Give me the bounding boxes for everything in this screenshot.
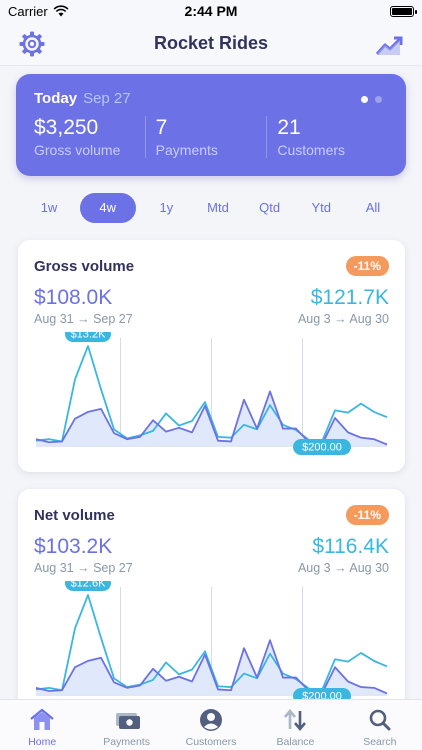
wifi-icon bbox=[53, 5, 69, 17]
stat-value: 21 bbox=[277, 116, 301, 139]
today-summary-card[interactable]: Today Sep 27 $3,250 Gross volume 7 Payme… bbox=[16, 74, 406, 176]
current-period-line bbox=[35, 390, 388, 446]
gear-icon[interactable] bbox=[18, 30, 46, 58]
current-period-line bbox=[35, 639, 388, 695]
previous-range: Aug 3 → Aug 30 bbox=[297, 561, 389, 575]
stat-value: 7 bbox=[155, 116, 168, 139]
max-value-label: $13.2K bbox=[71, 332, 107, 341]
status-bar: Carrier 2:44 PM bbox=[0, 0, 422, 22]
previous-range: Aug 3 → Aug 30 bbox=[297, 312, 389, 326]
stat-label: Customers bbox=[277, 142, 346, 158]
today-label: Today bbox=[34, 90, 78, 107]
current-range: Aug 31 → Sep 27 bbox=[34, 312, 133, 326]
max-value-pill bbox=[65, 332, 111, 342]
tab-payments[interactable]: Payments bbox=[84, 700, 168, 750]
min-value-label: $200.00 bbox=[302, 442, 342, 454]
tab-customers[interactable]: Customers bbox=[169, 700, 253, 750]
gross-volume-chart[interactable]: $13.2K $200.00 bbox=[32, 332, 391, 460]
navigation-bar: Rocket Rides bbox=[0, 22, 422, 66]
previous-period-line bbox=[35, 345, 388, 443]
stat-label: Gross volume bbox=[34, 142, 121, 158]
range-1w[interactable]: 1w bbox=[40, 200, 58, 215]
stat-customers: 21 Customers bbox=[266, 116, 388, 158]
summary-stats: $3,250 Gross volume 7 Payments 21 Custom… bbox=[34, 116, 388, 158]
change-badge: -11% bbox=[345, 256, 389, 276]
stat-label: Payments bbox=[155, 142, 218, 158]
balance-arrows-icon bbox=[284, 708, 307, 732]
summary-header: Today Sep 27 bbox=[34, 90, 388, 107]
previous-value: $121.7K bbox=[310, 286, 389, 309]
status-right bbox=[390, 5, 417, 17]
carrier-label: Carrier bbox=[8, 3, 48, 19]
stat-gross-volume: $3,250 Gross volume bbox=[34, 116, 145, 158]
tab-bar: Home Payments Customers Balance Search bbox=[0, 699, 422, 750]
today-date: Sep 27 bbox=[83, 90, 131, 107]
page-dot[interactable] bbox=[375, 96, 382, 103]
stat-payments: 7 Payments bbox=[144, 116, 267, 158]
customer-icon bbox=[200, 709, 223, 731]
tab-label: Home bbox=[28, 736, 57, 748]
range-1y[interactable]: 1y bbox=[159, 200, 174, 215]
min-value-pill bbox=[293, 439, 351, 455]
current-range: Aug 31 → Sep 27 bbox=[34, 561, 133, 575]
gross-volume-card[interactable]: Gross volume -11% $108.0K $121.7K Aug 31… bbox=[18, 240, 405, 472]
status-left: Carrier bbox=[8, 4, 69, 19]
previous-value: $116.4K bbox=[312, 535, 389, 558]
page-title: Rocket Rides bbox=[153, 33, 269, 53]
tab-search[interactable]: Search bbox=[338, 700, 422, 750]
tab-label: Customers bbox=[185, 736, 237, 748]
range-ytd[interactable]: Ytd bbox=[311, 200, 332, 215]
max-value-label: $12.6K bbox=[71, 581, 107, 590]
search-icon bbox=[369, 709, 391, 731]
tab-label: Search bbox=[363, 736, 397, 748]
previous-period-line bbox=[35, 594, 388, 692]
max-value-pill bbox=[65, 581, 111, 591]
page-indicator[interactable] bbox=[361, 96, 382, 103]
card-title: Gross volume bbox=[34, 258, 135, 275]
range-mtd[interactable]: Mtd bbox=[207, 200, 229, 215]
change-badge: -11% bbox=[345, 505, 389, 525]
battery-icon bbox=[390, 5, 417, 17]
tab-home[interactable]: Home bbox=[0, 700, 84, 750]
payments-icon bbox=[115, 713, 140, 729]
tab-label: Balance bbox=[276, 736, 315, 748]
net-volume-chart[interactable]: $12.6K$200.00 bbox=[32, 581, 391, 709]
current-value: $103.2K bbox=[34, 535, 113, 558]
range-qtd[interactable]: Qtd bbox=[259, 200, 281, 215]
page-dot-active[interactable] bbox=[361, 96, 368, 103]
chart-trend-icon[interactable] bbox=[374, 30, 404, 58]
card-title: Net volume bbox=[34, 507, 115, 524]
stat-value: $3,250 bbox=[34, 116, 99, 139]
tab-label: Payments bbox=[103, 736, 150, 748]
range-selector: 1w 4w 1y Mtd Qtd Ytd All bbox=[16, 192, 406, 224]
tab-balance[interactable]: Balance bbox=[253, 700, 337, 750]
range-all[interactable]: All bbox=[365, 200, 381, 215]
current-value: $108.0K bbox=[34, 286, 113, 309]
home-icon bbox=[30, 708, 54, 730]
range-4w[interactable]: 4w bbox=[79, 193, 136, 223]
